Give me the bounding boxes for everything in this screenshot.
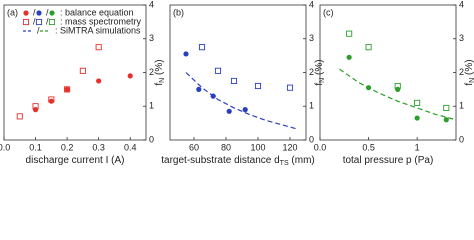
y-axis-label: fN (%) <box>464 59 474 85</box>
x-tick-label: 1 <box>415 142 420 152</box>
y-axis-label-part: (%) <box>314 59 325 77</box>
y-tick-label: 4 <box>309 0 314 9</box>
point <box>346 30 353 37</box>
y-axis-label: fN (%) <box>314 59 327 85</box>
point <box>346 54 352 60</box>
point <box>64 86 70 92</box>
legend-swatch <box>35 18 43 26</box>
y-axis-label: fN (%) <box>154 59 167 85</box>
point <box>196 86 202 92</box>
point <box>16 113 23 120</box>
point <box>64 86 71 93</box>
point <box>394 82 401 90</box>
y-tick-label: 2 <box>309 67 314 77</box>
legend-separator: / <box>33 16 36 26</box>
point <box>242 107 248 113</box>
legend-swatch <box>48 18 56 26</box>
legend-label: : balance equation <box>60 7 134 17</box>
y-axis-label-part: (%) <box>154 59 165 77</box>
y-tick-label: 0 <box>149 134 154 144</box>
legend-label: : mass spectrometry <box>60 16 142 26</box>
y-tick-label: 1 <box>459 101 464 111</box>
y-tick-label: 4 <box>149 0 154 9</box>
legend-separator: / <box>46 16 49 26</box>
x-tick-label: 0.0 <box>314 142 327 152</box>
legend-swatch <box>23 10 29 16</box>
panel-label: (b) <box>173 7 184 17</box>
point <box>32 103 39 110</box>
x-axis-label-part: target-substrate distance d <box>161 155 279 166</box>
x-axis-label: target-substrate distance dTS (mm) <box>161 155 314 168</box>
point <box>127 73 133 79</box>
x-tick-label: 60 <box>189 142 199 152</box>
point <box>414 99 421 106</box>
point <box>230 77 238 84</box>
x-axis-label: discharge current I (A) <box>26 155 125 166</box>
x-tick-label: 0.5 <box>362 142 375 152</box>
point <box>32 107 39 113</box>
y-axis-label-part: f <box>314 83 325 86</box>
point <box>48 96 55 103</box>
x-tick-label: 80 <box>221 142 231 152</box>
y-axis-label-part: f <box>464 83 474 86</box>
legend-label: : SiMTRA simulations <box>55 25 141 35</box>
y-axis-label-part: f <box>154 83 165 86</box>
point <box>414 115 420 121</box>
fit-line <box>339 68 457 121</box>
plot-frame <box>169 4 307 141</box>
y-tick-label: 3 <box>149 33 154 43</box>
y-tick-label: 4 <box>459 0 464 9</box>
point <box>183 51 189 57</box>
y-tick-label: 3 <box>459 33 464 43</box>
x-tick-label: 120 <box>282 142 297 152</box>
panel-label: (a) <box>7 7 18 17</box>
point <box>226 108 232 114</box>
x-tick-label: 0.0 <box>0 142 10 152</box>
point <box>286 84 294 91</box>
x-tick-label: 0.2 <box>61 142 74 152</box>
figure: 0.0 0.1 0.2 0.3 0.4 0 1 2 3 4 discharge current I … <box>0 0 474 168</box>
x-axis-label-part: TS <box>280 160 289 167</box>
legend-swatch <box>49 10 55 16</box>
point <box>79 67 86 74</box>
point <box>395 86 401 92</box>
y-tick-label: 1 <box>149 101 154 111</box>
y-axis-label-part: (%) <box>464 59 474 77</box>
point <box>443 104 450 111</box>
y-tick-label: 0 <box>309 134 314 144</box>
point <box>198 44 206 51</box>
x-tick-label: 0.3 <box>92 142 105 152</box>
y-tick-label: 2 <box>149 67 154 77</box>
fit-line <box>185 72 299 130</box>
legend-separator: / <box>46 7 49 17</box>
x-axis-label: total pressure p (Pa) <box>343 155 434 166</box>
y-tick-label: 2 <box>459 67 464 77</box>
y-axis-label-part: N <box>469 78 474 83</box>
point <box>214 67 222 74</box>
y-tick-label: 1 <box>309 101 314 111</box>
point <box>443 117 449 123</box>
point <box>96 78 102 84</box>
point <box>95 44 102 51</box>
y-axis-label-part: N <box>319 78 326 83</box>
panel-label: (c) <box>323 7 334 17</box>
legend-separator: / <box>33 7 36 17</box>
x-axis-label-part: (mm) <box>289 155 315 166</box>
x-tick-label: 100 <box>250 142 265 152</box>
point <box>48 98 54 104</box>
y-tick-label: 0 <box>459 134 464 144</box>
legend-swatch <box>36 10 42 16</box>
x-tick-label: 0.1 <box>29 142 42 152</box>
x-axis-label-part: discharge current I (A) <box>26 155 125 166</box>
y-axis-label-part: N <box>159 78 166 83</box>
x-axis-label-part: total pressure p (Pa) <box>343 155 434 166</box>
point <box>254 82 262 90</box>
point <box>365 44 372 51</box>
plot-frame <box>319 4 457 141</box>
legend-separator: / <box>37 25 40 35</box>
y-tick-label: 3 <box>309 33 314 43</box>
x-tick-label: 0.4 <box>124 142 137 152</box>
legend-swatch <box>22 18 30 26</box>
